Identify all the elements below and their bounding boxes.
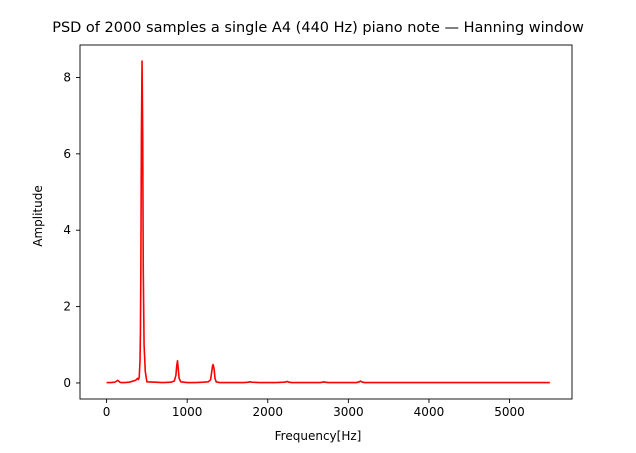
x-tick-label: 4000 <box>414 405 445 419</box>
y-tick-label: 2 <box>63 300 71 314</box>
x-axis-label: Frequency[Hz] <box>275 429 362 443</box>
y-tick-label: 6 <box>63 147 71 161</box>
x-tick-label: 2000 <box>253 405 284 419</box>
x-tick-label: 0 <box>103 405 111 419</box>
axes-frame <box>79 44 573 400</box>
y-axis-ticks: 0 2 4 6 8 <box>63 70 80 390</box>
x-tick-label: 3000 <box>333 405 364 419</box>
y-tick-label: 4 <box>63 223 71 237</box>
plot-area <box>79 44 573 400</box>
y-axis-label: Amplitude <box>31 185 45 247</box>
x-tick-label: 1000 <box>172 405 203 419</box>
series-line-0 <box>106 60 550 384</box>
y-tick-label: 8 <box>63 70 71 84</box>
chart-title: PSD of 2000 samples a single A4 (440 Hz)… <box>52 20 584 36</box>
x-axis-ticks: 0 1000 2000 3000 4000 5000 <box>103 399 525 419</box>
y-tick-label: 0 <box>63 376 71 390</box>
x-tick-label: 5000 <box>494 405 525 419</box>
